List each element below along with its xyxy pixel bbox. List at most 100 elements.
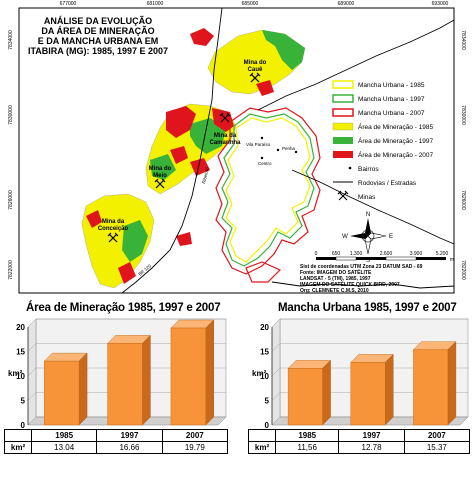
urban-outline-1985	[225, 117, 311, 263]
legend-label: Área de Mineração - 1997	[358, 136, 434, 145]
map-title-line: ANÁLISE DA EVOLUÇÃO	[44, 16, 152, 26]
place-label: Camarinha	[209, 140, 241, 146]
compass-letter: S	[366, 258, 370, 264]
bar	[413, 349, 449, 426]
credit-line: Fonte: IMAGEM DO SATÉLITE	[300, 268, 372, 276]
map-title-line: ITABIRA (MG): 1985, 1997 E 2007	[28, 46, 168, 56]
top-tick-label: 681000	[147, 1, 164, 7]
compass-letter: E	[389, 234, 393, 240]
place-label: Centro	[258, 161, 272, 166]
road-line	[257, 19, 455, 111]
mining-area-1997	[150, 154, 176, 180]
y-tick-label: 5	[265, 397, 270, 406]
bairro-point	[260, 156, 264, 160]
bairro-point	[294, 150, 298, 154]
legend-label: Bairros	[358, 166, 379, 173]
table-corner	[248, 429, 276, 442]
table-year: 2007	[161, 429, 229, 442]
scale-segment	[416, 257, 446, 260]
bairro-point	[276, 148, 280, 152]
left-tick-label: 7822000	[8, 260, 14, 280]
table-year: 1997	[338, 429, 405, 442]
legend-label: Área de Mineração - 1985	[358, 122, 434, 131]
scale-label: 1.300	[350, 251, 363, 257]
legend-swatch-outline	[332, 94, 354, 103]
mining-area-2007	[118, 262, 136, 284]
mine-icon	[154, 178, 166, 189]
place-label: Vila Paraíso	[246, 142, 271, 147]
chart-gridline	[27, 367, 37, 377]
legend-swatch-fill	[332, 122, 354, 131]
scale-label: 0	[315, 251, 318, 257]
top-tick-label: 677000	[60, 1, 77, 7]
urban-area-chart: 0 5 10 15 20 km²	[252, 318, 469, 430]
y-tick-label: 15	[16, 348, 25, 357]
y-tick-label: 0	[265, 421, 270, 430]
table-value: 11,56	[274, 441, 340, 454]
map-title: ANÁLISE DA EVOLUÇÃO DA ÁREA DE MINERAÇÃO…	[28, 16, 168, 56]
table-row-label: km²	[4, 441, 32, 454]
bar	[287, 368, 323, 426]
chart-gridline	[271, 416, 281, 426]
mining-area-1997	[190, 118, 226, 154]
credit-line: Sist de coordenadas UTM Zona 23 DATUM SA…	[300, 264, 423, 270]
table-value: 16.66	[96, 441, 163, 454]
scale-segment	[356, 257, 386, 260]
bar-side	[142, 334, 151, 426]
chart-gridline	[27, 318, 37, 328]
scale-segment	[385, 256, 417, 261]
map-figure: 677000 681000 685000 689000 693000 78340…	[8, 1, 466, 294]
table-year: 1985	[274, 429, 340, 442]
chart-gridline	[271, 318, 281, 328]
legend-swatch-fill	[333, 137, 353, 144]
mining-area-2007	[256, 80, 274, 96]
compass-letter: W	[342, 234, 348, 240]
right-tick-label: 7830000	[460, 105, 466, 125]
mining-area-1997	[122, 220, 148, 262]
bar	[350, 362, 386, 426]
north-arrow-icon: N S E W	[342, 212, 393, 264]
mining-area-chart: 0 5 10 15 20 km²	[8, 318, 227, 430]
map-title-line: DA ÁREA DE MINERAÇÃO	[41, 26, 154, 36]
mining-area-2007	[190, 158, 210, 176]
table-value: 19.79	[161, 441, 229, 454]
mining-area-1997	[262, 30, 305, 70]
scale-label: 650	[332, 251, 341, 257]
legend-swatch-outline	[332, 80, 354, 89]
top-coordinate-ticks: 677000 681000 685000 689000 693000	[60, 1, 449, 7]
left-coordinate-ticks: 7834000 7830000 7826000 7822000	[8, 30, 14, 280]
scale-label: 5.200	[436, 251, 449, 257]
table-year: 1985	[30, 429, 98, 442]
place-label: Mina da	[102, 219, 125, 225]
mining-area-2007	[170, 146, 188, 164]
chart-gridline	[271, 367, 281, 377]
legend-swatch-fill	[333, 151, 353, 158]
place-label: Meio	[153, 173, 167, 179]
table-year: 1997	[96, 429, 163, 442]
y-tick-label: 15	[260, 348, 269, 357]
urban-outline-2007	[215, 107, 321, 275]
chart-title-mining: Área de Mineração 1985, 1997 e 2007	[26, 302, 221, 314]
credit-line: Org: CLEMNETE C.M.S, 2010	[300, 288, 369, 294]
mine-icon	[219, 112, 231, 123]
place-label: Conceição	[98, 226, 129, 232]
top-tick-label: 693000	[432, 1, 449, 7]
bar-side	[385, 353, 394, 426]
y-axis-label: km²	[8, 369, 23, 378]
mine-icon	[107, 232, 119, 243]
bar-side	[322, 359, 331, 426]
scale-segment	[316, 257, 336, 260]
y-tick-label: 0	[21, 421, 26, 430]
table-value: 12.78	[338, 441, 405, 454]
table-value: 13.04	[30, 441, 98, 454]
bar-side	[205, 319, 214, 426]
top-tick-label: 685000	[242, 1, 259, 7]
legend-mine-icon	[337, 190, 349, 201]
y-tick-label: 5	[21, 397, 26, 406]
legend-label: Rodovias / Estradas	[358, 180, 417, 187]
credit-line: IMAGEM DO SATÉLITE QUICK BIRD, 2007	[300, 280, 400, 288]
scale-label: 2.600	[380, 251, 393, 257]
bar	[170, 327, 206, 426]
urban-outline-1997	[221, 113, 315, 267]
scale-label: 3.900	[410, 251, 423, 257]
